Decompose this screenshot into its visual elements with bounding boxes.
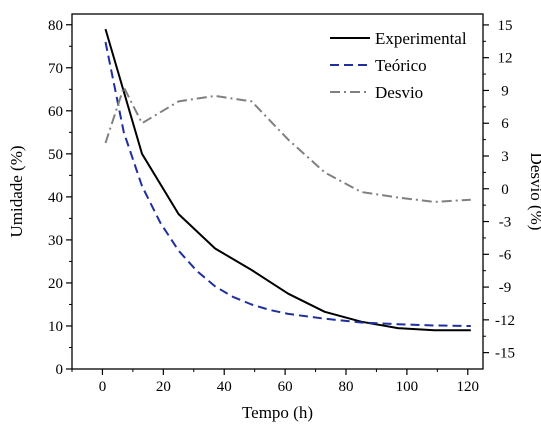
y-left-tick-label: 50 [48,147,63,163]
x-tick-label: 80 [339,379,354,395]
x-tick-label: 120 [457,379,480,395]
legend-label: Teórico [375,56,427,75]
y-right-tick-label: -12 [495,313,515,329]
y-left-tick-label: 30 [48,233,63,249]
legend: Experimental Teórico Desvio [330,29,467,102]
series-line-teorico [104,41,471,327]
x-tick-label: 40 [217,379,232,395]
legend-label: Desvio [375,83,423,102]
y-right-tick-label: 6 [501,116,509,132]
legend-label: Experimental [375,29,467,48]
y-left-tick-label: 60 [48,104,63,120]
y-right-tick-label: 9 [501,83,509,99]
y-left-tick-label: 40 [48,190,63,206]
y-left-tick-label: 20 [48,276,63,292]
y-left-tick-label: 80 [48,18,63,34]
y-axis-right-label: Desvio (%) [527,153,541,231]
series-line-experimental [104,28,471,332]
series-line-desvio [104,86,471,203]
y-left-tick-label: 10 [48,319,63,335]
y-right-tick-label: -15 [495,346,515,362]
x-tick-label: 20 [156,379,171,395]
y-right-tick-label: 0 [501,182,509,198]
y-right-tick-label: -3 [499,215,512,231]
y-right-tick-label: -9 [499,280,512,296]
x-axis-label: Tempo (h) [242,403,313,422]
x-tick-label: 60 [278,379,293,395]
y-axis-left-label: Umidade (%) [7,145,26,237]
x-tick-label: 0 [99,379,107,395]
y-right-tick-label: 3 [501,149,509,165]
x-tick-label: 100 [396,379,419,395]
y-left-tick-label: 70 [48,61,63,77]
y-right-tick-label: 12 [498,51,513,67]
y-left-tick-label: 0 [56,362,64,378]
plot-frame [71,13,484,370]
y-right-tick-label: 15 [498,18,513,34]
y-right-tick-label: -6 [499,247,512,263]
